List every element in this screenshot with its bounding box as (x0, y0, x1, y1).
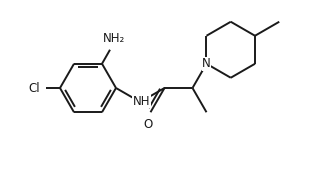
Text: NH₂: NH₂ (103, 32, 125, 45)
Text: N: N (202, 57, 211, 70)
Text: O: O (144, 118, 153, 131)
Text: N: N (202, 57, 211, 70)
Text: Cl: Cl (29, 82, 40, 95)
Text: NH: NH (133, 95, 150, 107)
